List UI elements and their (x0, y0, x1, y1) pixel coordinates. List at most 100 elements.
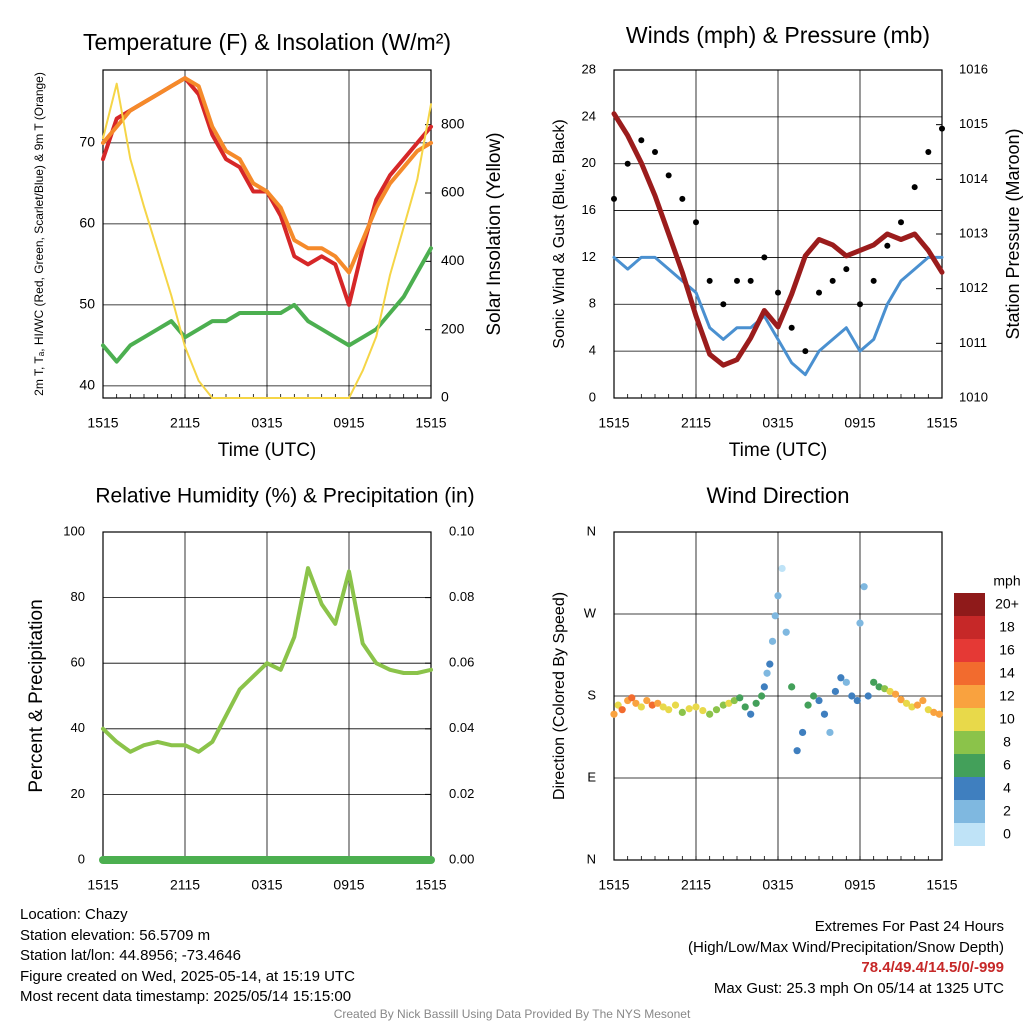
winddir-colorbar-swatch (954, 800, 985, 823)
temp-x-axis-label: Time (UTC) (218, 440, 317, 461)
temp-series-solar-insolation (102, 82, 432, 399)
winddir-y-tick-label: E (587, 769, 596, 784)
winddir-point (793, 747, 801, 755)
rh-y-tick-label: 60 (71, 655, 85, 670)
winddir-point (760, 683, 768, 691)
latlon-text: Station lat/lon: 44.8956; -73.4646 (20, 947, 242, 964)
winds-series-gust-point (611, 195, 617, 202)
winds-x-tick-label: 1515 (598, 415, 629, 431)
winddir-colorbar-swatch (954, 662, 985, 685)
winddir-point (766, 660, 774, 668)
temp-series-dew-point (101, 246, 433, 364)
winddir-point (848, 692, 856, 700)
temp-y2-tick-label: 400 (441, 252, 465, 268)
winds-y-tick-label: 20 (582, 155, 596, 170)
rh-y-tick-label: 100 (63, 523, 85, 538)
winds-y2-tick-label: 1012 (959, 280, 988, 295)
winddir-colorbar-swatch (954, 708, 985, 731)
temp-y2-axis-label: Solar Insolation (Yellow) (484, 132, 505, 335)
rh-y-tick-label: 80 (71, 589, 85, 604)
extremes-title: Extremes For Past 24 Hours (814, 918, 1004, 935)
winddir-point (788, 683, 796, 691)
rh-y2-tick-label: 0.04 (449, 720, 474, 735)
winds-x-axis-label: Time (UTC) (729, 440, 828, 461)
winddir-point (886, 687, 894, 696)
temp-series-9m-t (101, 76, 433, 275)
winddir-colorbar-swatch (954, 777, 985, 800)
winddir-point (799, 728, 807, 737)
winds-series-gust-point (884, 242, 891, 249)
temp-y-axis-label: 2m T, Tₐ, HI/WC (Red, Green, Scarlet/Blu… (32, 72, 46, 396)
winddir-point (897, 696, 905, 704)
winddir-colorbar-label: 0 (1003, 826, 1011, 842)
winds-y2-tick-label: 1010 (959, 389, 988, 404)
rh-y-tick-label: 20 (71, 786, 85, 801)
winddir-point (809, 692, 818, 700)
figure-panels: Temperature (F) & Insolation (W/m²) 1515 2… (26, 22, 1023, 893)
winds-series-sonic-wind (612, 255, 944, 377)
winds-series-gust-point (857, 301, 863, 308)
winds-series-gust-point (788, 324, 795, 331)
temp-y2-tick-label: 600 (441, 184, 465, 200)
winds-y-tick-label: 4 (589, 343, 596, 358)
winds-x-tick-label: 1515 (926, 415, 957, 431)
winds-series-gust-point (761, 254, 768, 261)
winddir-point (725, 699, 733, 707)
winddir-point (875, 683, 883, 691)
winddir-point (632, 699, 640, 707)
temp-y-tick-label: 60 (79, 215, 95, 231)
winds-y-tick-label: 0 (589, 389, 596, 404)
winddir-point (665, 706, 673, 714)
temp-title: Temperature (F) & Insolation (W/m²) (83, 29, 451, 55)
winddir-colorbar-swatch (954, 685, 985, 708)
winds-y-tick-label: 8 (589, 296, 596, 311)
winddir-colorbar-label: 6 (1003, 757, 1011, 773)
winds-series-gust-point (829, 277, 836, 284)
winddir-point (842, 678, 850, 686)
winddir-point (815, 696, 823, 705)
winddir-point (902, 699, 911, 707)
winddir-x-tick-label: 2115 (681, 877, 711, 893)
winds-series-gust-point (679, 195, 686, 202)
winddir-colorbar-label: 2 (1003, 803, 1011, 819)
winddir-point (654, 699, 662, 707)
winddir-point (881, 685, 889, 693)
winds-y-axis-label: Sonic Wind & Gust (Blue, Black) (551, 119, 568, 348)
winddir-point (782, 628, 790, 636)
temp-x-tick-label: 1515 (87, 415, 118, 431)
winddir-point (804, 701, 812, 709)
winddir-point (924, 706, 932, 714)
temp-y2-tick-label: 800 (441, 115, 465, 131)
winds-series-gust-point (925, 149, 932, 155)
rh-y2-tick-label: 0.06 (449, 655, 474, 670)
temp-y-tick-label: 50 (79, 296, 95, 312)
winddir-point (837, 674, 845, 682)
extremes-description: (High/Low/Max Wind/Precipitation/Snow De… (688, 938, 1004, 956)
winddir-colorbar-label: 20+ (995, 596, 1019, 612)
winddir-point (637, 703, 645, 711)
winds-y2-tick-label: 1015 (959, 116, 988, 131)
winds-series-gust-point (720, 301, 727, 308)
winddir-point (692, 703, 700, 711)
winddir-y-tick-label: N (587, 851, 596, 866)
winddir-colorbar-label: 16 (999, 642, 1015, 658)
rh-x-tick-label: 2115 (170, 877, 200, 893)
winddir-colorbar-swatch (954, 754, 985, 777)
winds-series-gust-point (624, 160, 631, 167)
winds-series-station-pressure (611, 111, 945, 368)
winds-y2-tick-label: 1013 (959, 225, 988, 240)
winddir-x-tick-label: 1515 (926, 877, 957, 893)
winddir-y-tick-label: N (587, 523, 596, 538)
winddir-point (736, 694, 744, 702)
winddir-point (853, 696, 861, 705)
winddir-point (864, 692, 872, 700)
winddir-point (618, 706, 626, 714)
winddir-point (774, 592, 782, 600)
winddir-title: Wind Direction (706, 483, 849, 508)
winddir-point (919, 696, 927, 705)
winddir-colorbar-swatch (954, 593, 985, 616)
winddir-point (891, 690, 900, 698)
winddir-colorbar-label: 10 (999, 711, 1015, 727)
winddir-point (768, 637, 777, 645)
temp-y2-tick-label: 200 (441, 320, 465, 336)
